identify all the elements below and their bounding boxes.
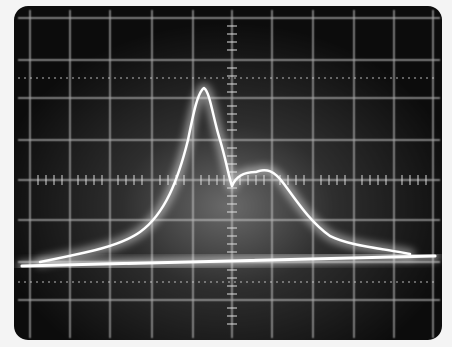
oscilloscope-photo <box>0 0 452 347</box>
